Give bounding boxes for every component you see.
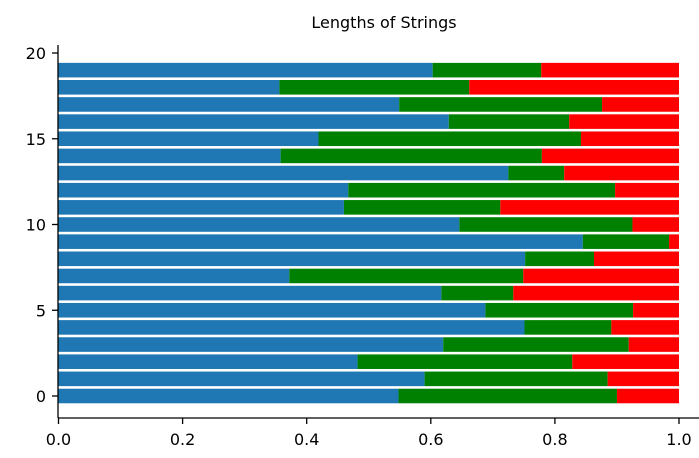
- chart-title: Lengths of Strings: [311, 13, 456, 32]
- bar-segment-2-2: [572, 354, 679, 369]
- bar-segment-10-2: [632, 217, 679, 232]
- y-tick-label: 10: [26, 216, 46, 235]
- bar-segment-16-2: [569, 114, 679, 129]
- bar-segment-18-1: [279, 80, 470, 95]
- y-tick-label: 20: [26, 44, 46, 63]
- bar-segment-4-2: [611, 320, 679, 335]
- bar-segment-3-1: [443, 337, 629, 352]
- bar-segment-4-0: [58, 320, 525, 335]
- bar-segment-11-0: [58, 200, 344, 215]
- bar-segment-13-2: [564, 165, 679, 181]
- bar-segment-3-2: [628, 337, 679, 352]
- bar-segment-8-0: [58, 251, 526, 267]
- bar-segment-13-0: [58, 165, 509, 181]
- bar-segment-19-2: [541, 62, 679, 78]
- bar-segment-8-1: [525, 251, 594, 267]
- bar-segment-9-1: [582, 234, 670, 249]
- bar-segment-14-1: [280, 148, 542, 164]
- bar-segment-6-0: [58, 285, 442, 301]
- bar-segment-14-2: [541, 148, 679, 164]
- bar-segment-5-1: [485, 302, 634, 318]
- bar-segment-19-1: [432, 62, 542, 78]
- bar-segment-18-2: [469, 80, 679, 95]
- bar-segment-16-1: [448, 114, 570, 129]
- bar-segment-12-2: [615, 182, 679, 198]
- bar-segment-3-0: [58, 337, 444, 352]
- bar-segment-9-0: [58, 234, 583, 249]
- bar-segment-6-1: [441, 285, 514, 301]
- x-tick-label: 1.0: [666, 430, 691, 449]
- bar-segment-7-2: [523, 268, 679, 284]
- bar-segment-1-1: [424, 371, 608, 387]
- bar-segment-17-2: [602, 97, 679, 112]
- bar-segment-0-0: [58, 388, 399, 404]
- bar-segment-7-0: [58, 268, 290, 284]
- bar-segment-5-0: [58, 302, 486, 318]
- bar-segment-14-0: [58, 148, 281, 164]
- bar-segment-1-0: [58, 371, 425, 387]
- bar-segment-15-1: [318, 131, 581, 147]
- x-tick-label: 0.0: [46, 430, 71, 449]
- bar-segment-15-0: [58, 131, 319, 147]
- bar-segment-8-2: [593, 251, 679, 267]
- bar-segment-11-1: [343, 200, 501, 215]
- bar-segment-2-0: [58, 354, 358, 369]
- bar-segment-10-1: [459, 217, 633, 232]
- bars-layer: [58, 62, 679, 404]
- y-tick-label: 0: [36, 387, 46, 406]
- bar-segment-19-0: [58, 62, 433, 78]
- bar-segment-12-1: [348, 182, 616, 198]
- bar-segment-17-0: [58, 97, 400, 112]
- bar-segment-6-2: [513, 285, 679, 301]
- y-tick-label: 5: [36, 301, 46, 320]
- bar-segment-13-1: [508, 165, 565, 181]
- bar-segment-15-2: [580, 131, 679, 147]
- bar-segment-0-2: [616, 388, 679, 404]
- bar-segment-2-1: [357, 354, 573, 369]
- bar-segment-16-0: [58, 114, 449, 129]
- bar-segment-0-1: [398, 388, 617, 404]
- bar-segment-4-1: [524, 320, 612, 335]
- x-tick-label: 0.6: [418, 430, 443, 449]
- y-tick-label: 15: [26, 130, 46, 149]
- bar-segment-17-1: [399, 97, 603, 112]
- bar-segment-1-2: [607, 371, 679, 387]
- bar-segment-11-2: [500, 200, 679, 215]
- bar-segment-9-2: [669, 234, 679, 249]
- bar-segment-5-2: [633, 302, 679, 318]
- bar-segment-10-0: [58, 217, 460, 232]
- bar-segment-18-0: [58, 80, 280, 95]
- bar-segment-12-0: [58, 182, 349, 198]
- x-tick-label: 0.2: [170, 430, 195, 449]
- x-tick-label: 0.4: [294, 430, 319, 449]
- x-tick-label: 0.8: [542, 430, 567, 449]
- axes-layer: 0.0 0.2 0.4 0.6 0.8 1.0 0 5 10 15 20: [26, 44, 699, 449]
- bar-segment-7-1: [289, 268, 524, 284]
